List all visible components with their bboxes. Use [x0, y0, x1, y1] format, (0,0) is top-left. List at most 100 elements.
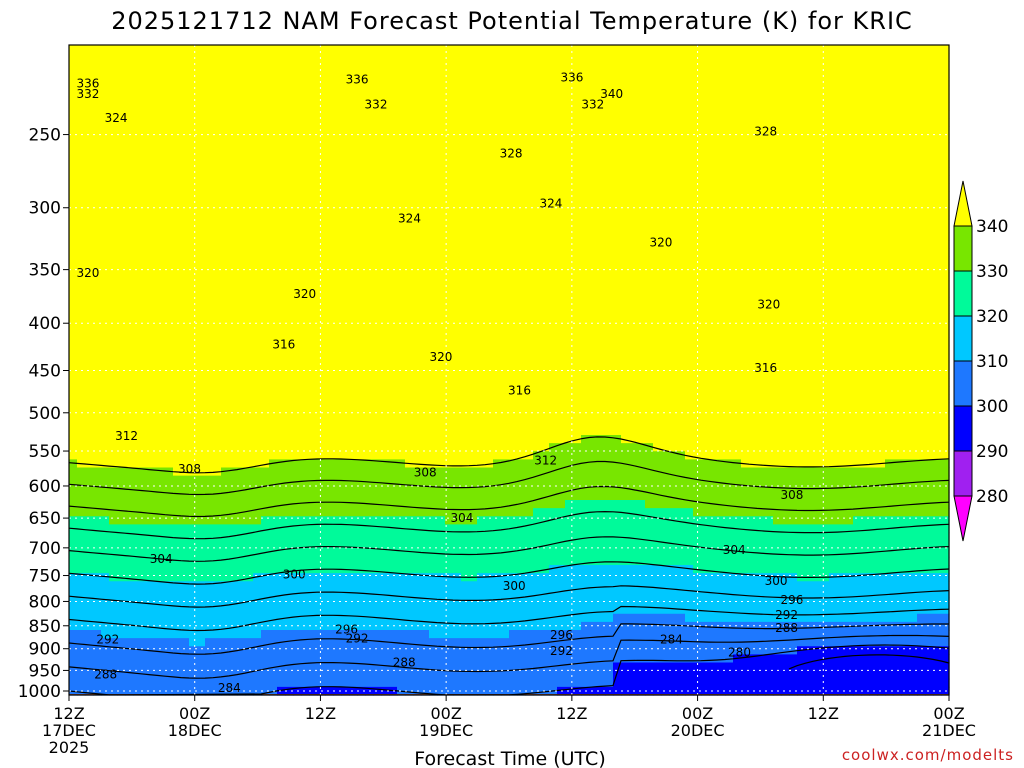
contour-label: 296 — [550, 628, 573, 642]
contour-label: 292 — [346, 631, 369, 645]
contour-label: 332 — [365, 98, 388, 112]
x-tick-label: 00Z — [179, 704, 210, 723]
contour-label: 336 — [560, 71, 583, 85]
contour-label: 280 — [728, 646, 751, 660]
y-axis: 250 300 350 400 450 500 550 600 650 700 750 800 850 9… — [18, 126, 69, 702]
x-tick-label: 18DEC — [168, 721, 222, 740]
contour-label: 324 — [539, 197, 562, 211]
x-tick-label: 17DEC — [42, 721, 96, 740]
x-tick-label: 12Z — [808, 704, 839, 723]
colorbar-tick-label: 330 — [976, 262, 1008, 282]
contour-label: 308 — [414, 465, 437, 479]
contour-line-324 — [68, 536, 950, 562]
y-tick-label: 350 — [29, 261, 61, 281]
y-tick-label: 400 — [29, 314, 61, 334]
x-tick-label: 2025 — [49, 738, 90, 757]
contour-label: 312 — [115, 429, 138, 443]
y-tick-label: 450 — [29, 361, 61, 381]
contour-label: 320 — [429, 350, 452, 364]
contour-line-316 — [68, 585, 950, 608]
colorbar-tick-label: 300 — [976, 397, 1008, 417]
contour-label: 332 — [581, 98, 604, 112]
contour-label: 328 — [754, 124, 777, 138]
x-tick-label: 20DEC — [671, 721, 725, 740]
x-tick-label: 12Z — [305, 704, 336, 723]
contour-label: 332 — [76, 87, 99, 101]
colorbar-legend: 340 330 320 310 300 290 280 — [953, 180, 1008, 542]
contour-line-296 — [788, 654, 950, 670]
contour-label: 316 — [754, 361, 777, 375]
contour-label: 312 — [534, 453, 557, 467]
colorbar-tick-label: 320 — [976, 307, 1008, 327]
contour-line-320 — [68, 561, 950, 585]
contour-line-328 — [68, 510, 950, 540]
colorbar-extend-top — [953, 180, 973, 227]
contour-label: 284 — [660, 633, 683, 647]
colorbar-band — [953, 315, 973, 362]
contour-label: 304 — [450, 511, 473, 525]
contour-lines — [68, 436, 950, 696]
contour-label: 288 — [393, 655, 416, 669]
contour-label: 300 — [283, 568, 306, 582]
contour-label: 308 — [178, 462, 201, 476]
y-tick-label: 550 — [29, 442, 61, 462]
credit-text: coolwx.com/modelts — [842, 746, 1014, 764]
colorbar-extend-bottom — [953, 495, 973, 542]
colorbar-band — [953, 270, 973, 317]
x-tick-label: 00Z — [430, 704, 461, 723]
contour-line-336 — [68, 460, 950, 496]
contour-label: 292 — [96, 633, 119, 647]
contour-line-340 — [68, 436, 950, 474]
y-tick-label: 900 — [29, 640, 61, 660]
y-tick-label: 300 — [29, 199, 61, 219]
y-tick-label: 850 — [29, 617, 61, 637]
contour-label: 288 — [775, 621, 798, 635]
x-tick-label: 12Z — [53, 704, 84, 723]
contour-label: 316 — [272, 338, 295, 352]
contour-label: 300 — [765, 574, 788, 588]
contour-label: 292 — [550, 644, 573, 658]
colorbar-band — [953, 225, 973, 272]
colorbar-band — [953, 450, 973, 497]
contour-line-300 — [68, 644, 950, 696]
chart-title: 2025121712 NAM Forecast Potential Temper… — [111, 7, 913, 35]
colorbar-band — [953, 405, 973, 452]
x-axis-title: Forecast Time (UTC) — [414, 748, 605, 768]
contour-labels: 3363323243203123042922883082843003203163… — [76, 71, 803, 696]
contour-label: 316 — [508, 384, 531, 398]
contour-label: 292 — [775, 608, 798, 622]
contour-label: 320 — [649, 235, 672, 249]
contour-label: 320 — [76, 266, 99, 280]
y-tick-label: 700 — [29, 539, 61, 559]
colorbar-tick-label: 290 — [976, 442, 1008, 462]
contour-label: 328 — [500, 146, 523, 160]
contour-label: 324 — [398, 211, 421, 225]
contour-label: 284 — [218, 681, 241, 695]
y-tick-label: 750 — [29, 567, 61, 587]
y-tick-label: 500 — [29, 404, 61, 424]
x-tick-label: 21DEC — [922, 721, 976, 740]
y-tick-label: 650 — [29, 509, 61, 529]
y-tick-label: 600 — [29, 477, 61, 497]
x-tick-label: 12Z — [556, 704, 587, 723]
contour-line-304 — [68, 634, 950, 679]
contour-line-312 — [68, 605, 950, 632]
contour-label: 320 — [293, 287, 316, 301]
contour-line-308 — [68, 623, 949, 655]
contour-label: 304 — [723, 543, 746, 557]
colorbar-band — [953, 360, 973, 407]
colorbar-tick-label: 280 — [976, 487, 1008, 507]
contour-label: 300 — [503, 579, 526, 593]
y-tick-label: 250 — [29, 126, 61, 146]
contour-line-332 — [68, 485, 950, 518]
contour-label: 296 — [780, 593, 803, 607]
contour-label: 288 — [94, 668, 117, 682]
x-tick-label: 00Z — [933, 704, 964, 723]
contour-label: 296 — [335, 623, 358, 637]
contour-label: 336 — [346, 73, 369, 87]
y-tick-label: 1000 — [18, 682, 61, 702]
x-tick-label: 19DEC — [419, 721, 473, 740]
contour-label: 304 — [150, 552, 173, 566]
y-tick-label: 800 — [29, 592, 61, 612]
